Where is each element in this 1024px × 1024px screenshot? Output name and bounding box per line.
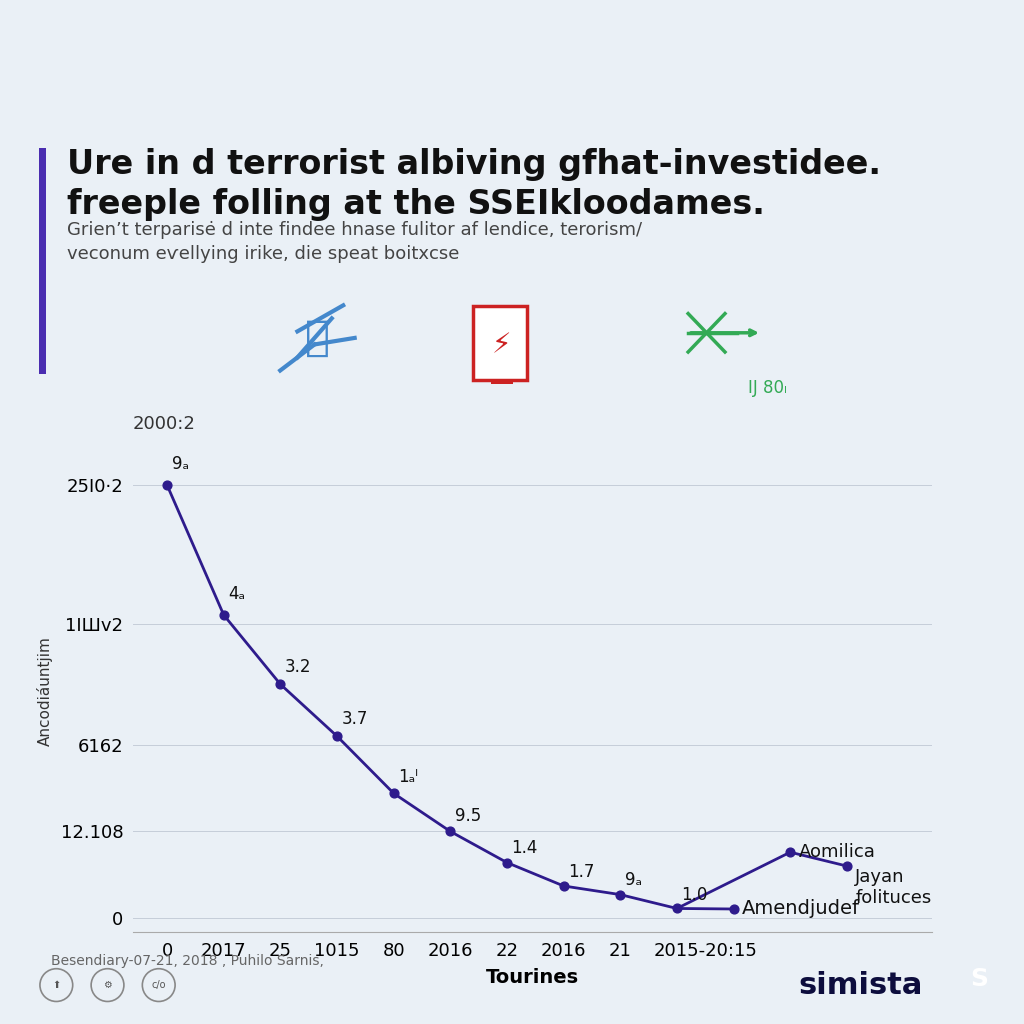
Point	[499, 854, 515, 870]
Point	[725, 901, 741, 918]
Y-axis label: Ancodiáuntjim: Ancodiáuntjim	[37, 636, 52, 746]
Text: S: S	[970, 967, 988, 991]
Text: Grien’t terparisė d inte findee hnase fulitor af lendice, terorism/
veconum eѵe: Grien’t terparisė d inte findee hnase f…	[67, 221, 642, 263]
Point	[272, 676, 289, 692]
Text: 9ₐ: 9ₐ	[172, 455, 188, 473]
Text: simista: simista	[799, 971, 923, 999]
Point	[782, 844, 799, 860]
Text: Ĳ 80ₗ: Ĳ 80ₗ	[748, 379, 786, 397]
Point	[555, 878, 571, 894]
X-axis label: Tourines: Tourines	[486, 968, 579, 987]
Text: c/o: c/o	[152, 980, 166, 990]
Bar	[492, 379, 513, 386]
Text: 9ₐ: 9ₐ	[625, 871, 642, 890]
Text: 1ₐᴵ: 1ₐᴵ	[398, 768, 419, 786]
Point	[385, 785, 401, 802]
Text: Ure in d terrorist albiving gfhat-investidee.
freeple folling at the SSEIkloodam: Ure in d terrorist albiving gfhat-invest…	[67, 148, 881, 221]
Text: 9.5: 9.5	[455, 807, 481, 824]
Text: Besendiary-07-21, 2018 , Puhilo Sarnis,: Besendiary-07-21, 2018 , Puhilo Sarnis,	[51, 954, 324, 969]
Point	[839, 858, 855, 874]
Text: Amendjudef: Amendjudef	[742, 899, 860, 919]
Text: 🐟: 🐟	[305, 316, 330, 359]
Text: 1.7: 1.7	[568, 863, 595, 881]
Text: Aomilica: Aomilica	[799, 843, 876, 861]
Point	[669, 900, 685, 916]
Text: ⬆: ⬆	[52, 980, 60, 990]
Text: ⚙: ⚙	[103, 980, 112, 990]
Text: 1.0: 1.0	[681, 886, 708, 904]
Text: 2000:2: 2000:2	[133, 415, 196, 433]
Text: 3.2: 3.2	[285, 657, 311, 676]
Text: 3.7: 3.7	[342, 710, 368, 728]
Point	[612, 887, 629, 903]
Point	[159, 477, 175, 494]
Text: 4ₐ: 4ₐ	[228, 585, 246, 603]
Text: Jayan
folituces: Jayan folituces	[855, 867, 932, 906]
Text: ⚡: ⚡	[492, 331, 512, 358]
Point	[442, 823, 459, 840]
Point	[329, 728, 345, 744]
Point	[216, 607, 232, 624]
Text: 1.4: 1.4	[512, 839, 538, 856]
FancyBboxPatch shape	[473, 305, 527, 380]
